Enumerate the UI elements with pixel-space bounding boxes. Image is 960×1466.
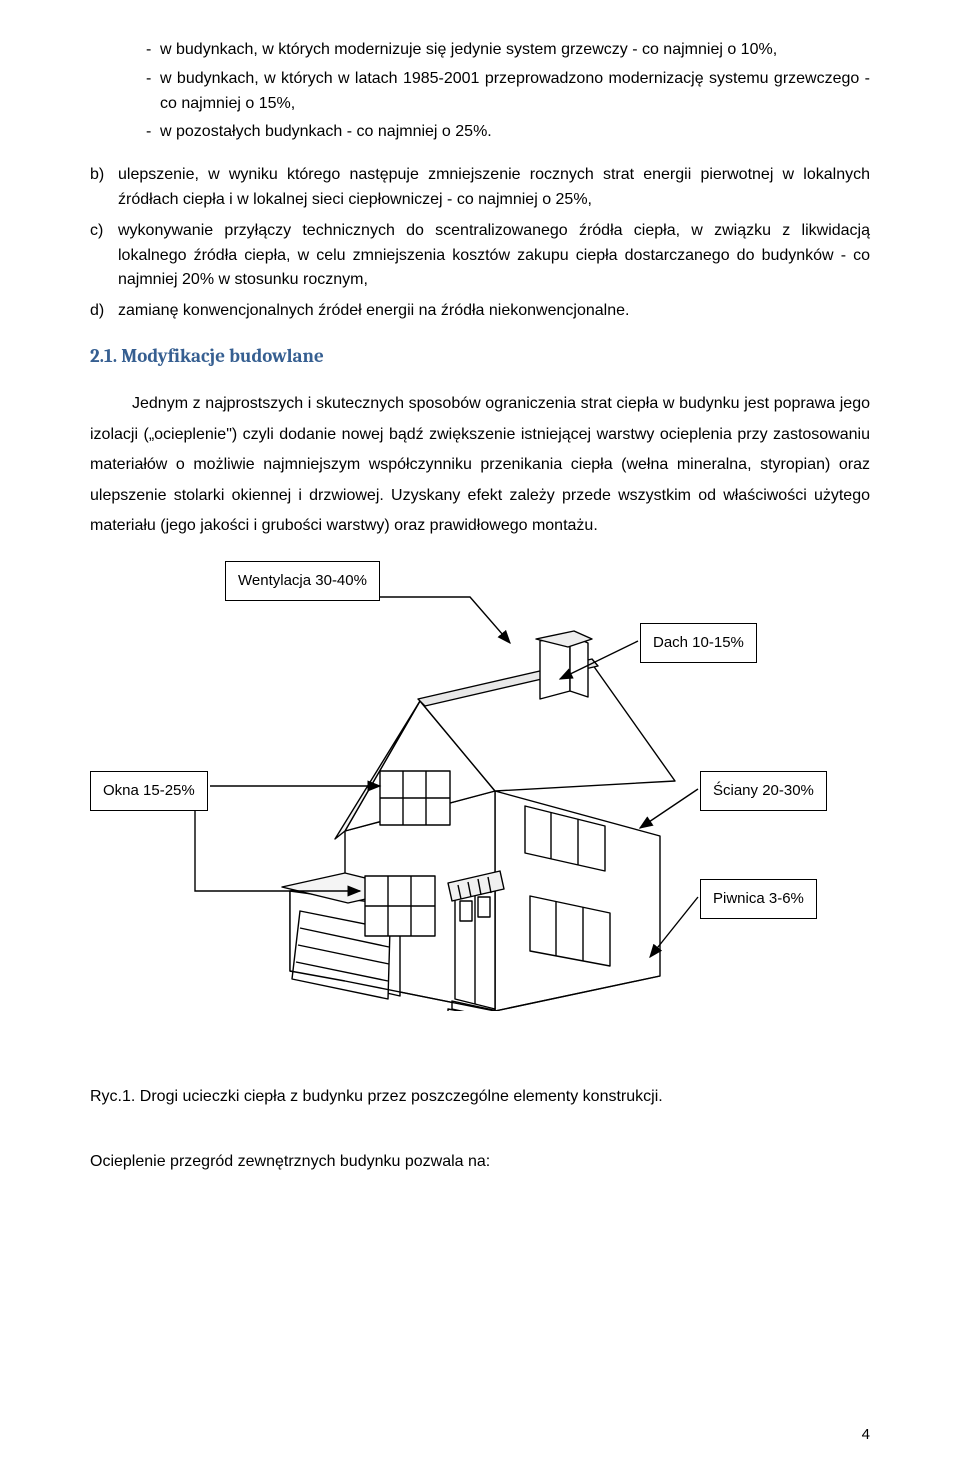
lettered-list: b) ulepszenie, w wyniku którego następuj… (90, 163, 870, 324)
list-marker: - (146, 67, 160, 117)
list-item: b) ulepszenie, w wyniku którego następuj… (90, 163, 870, 213)
heat-loss-diagram: Wentylacja 30-40% Dach 10-15% Okna 15-25… (90, 561, 870, 1061)
list-text: wykonywanie przyłączy technicznych do sc… (118, 219, 870, 293)
list-marker: - (146, 120, 160, 145)
figure-caption: Ryc.1. Drogi ucieczki ciepła z budynku p… (90, 1085, 870, 1110)
list-marker: d) (90, 299, 118, 324)
list-item: - w pozostałych budynkach - co najmniej … (146, 120, 870, 145)
label-ventilation: Wentylacja 30-40% (225, 561, 380, 600)
label-roof: Dach 10-15% (640, 623, 757, 662)
list-text: zamianę konwencjonalnych źródeł energii … (118, 299, 870, 324)
list-text: w pozostałych budynkach - co najmniej o … (160, 120, 870, 145)
label-basement: Piwnica 3-6% (700, 879, 817, 918)
body-paragraph: Jednym z najprostszych i skutecznych spo… (90, 389, 870, 541)
list-text: w budynkach, w których w latach 1985-200… (160, 67, 870, 117)
label-walls: Ściany 20-30% (700, 771, 827, 810)
house-icon (270, 621, 690, 1011)
list-text: ulepszenie, w wyniku którego następuje z… (118, 163, 870, 213)
trailing-text: Ocieplenie przegród zewnętrznych budynku… (90, 1150, 870, 1175)
list-item: c) wykonywanie przyłączy technicznych do… (90, 219, 870, 293)
list-marker: - (146, 38, 160, 63)
page-number: 4 (862, 1423, 870, 1446)
dash-list: - w budynkach, w których modernizuje się… (118, 38, 870, 145)
section-heading: 2.1. Modyfikacje budowlane (90, 342, 870, 371)
list-marker: c) (90, 219, 118, 293)
list-item: d) zamianę konwencjonalnych źródeł energ… (90, 299, 870, 324)
list-marker: b) (90, 163, 118, 213)
list-item: - w budynkach, w których w latach 1985-2… (146, 67, 870, 117)
list-text: w budynkach, w których modernizuje się j… (160, 38, 870, 63)
list-item: - w budynkach, w których modernizuje się… (146, 38, 870, 63)
label-windows: Okna 15-25% (90, 771, 208, 810)
